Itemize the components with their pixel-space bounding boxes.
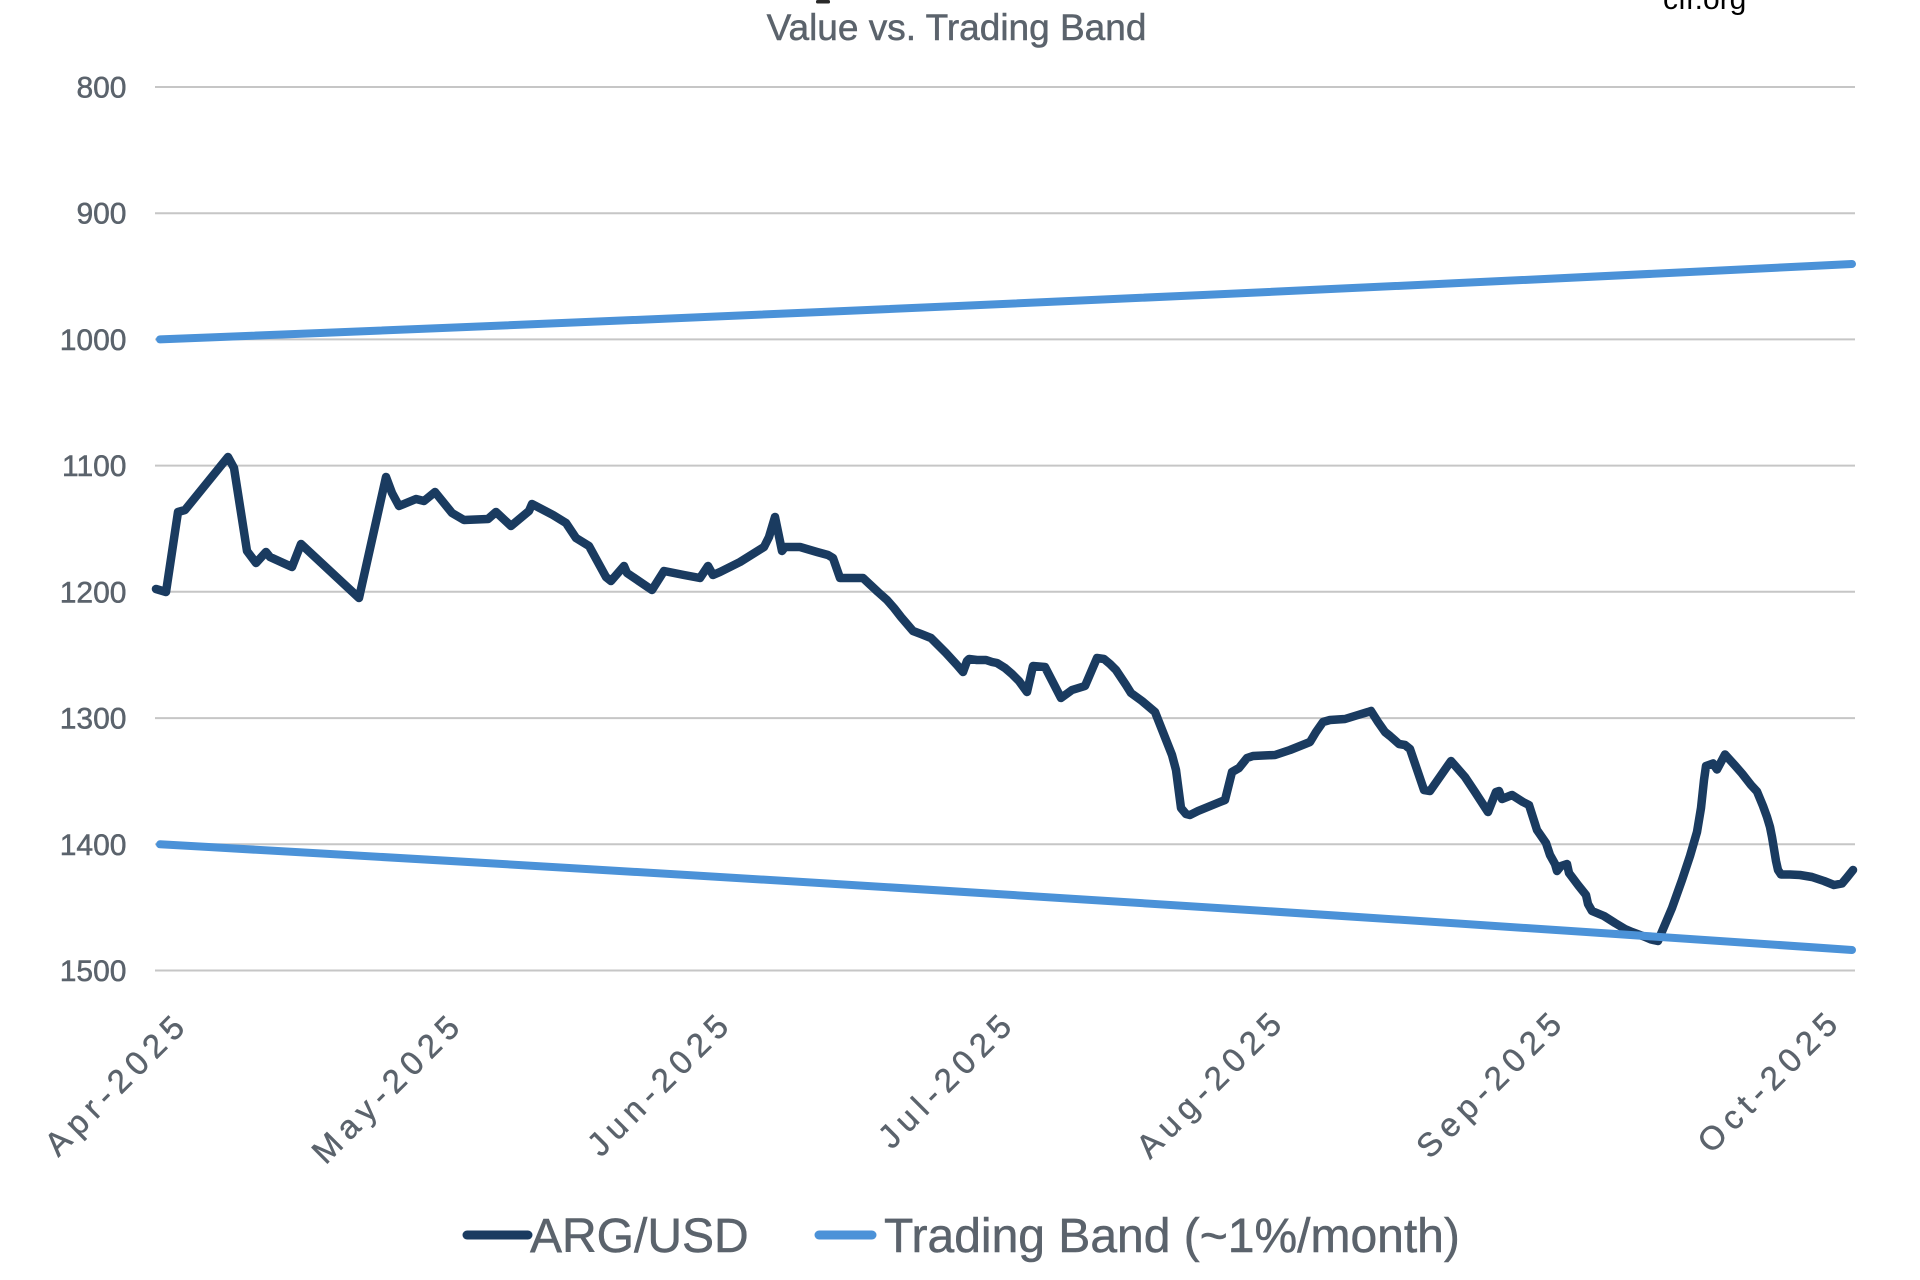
svg-text:1400: 1400 bbox=[60, 829, 127, 862]
svg-text:ARG/USD: ARG/USD bbox=[530, 1210, 749, 1263]
svg-text:1300: 1300 bbox=[60, 703, 127, 736]
svg-text:1500: 1500 bbox=[60, 955, 127, 988]
svg-text:1100: 1100 bbox=[62, 450, 127, 483]
svg-text:1200: 1200 bbox=[60, 576, 127, 609]
svg-text:cfr.org: cfr.org bbox=[1663, 0, 1746, 16]
svg-text:800: 800 bbox=[76, 72, 126, 105]
svg-text:Value vs. Trading Band: Value vs. Trading Band bbox=[767, 7, 1147, 48]
svg-text:900: 900 bbox=[76, 198, 126, 231]
svg-text:1000: 1000 bbox=[60, 324, 127, 357]
svg-text:Trading Band (~1%/month): Trading Band (~1%/month) bbox=[884, 1210, 1460, 1263]
